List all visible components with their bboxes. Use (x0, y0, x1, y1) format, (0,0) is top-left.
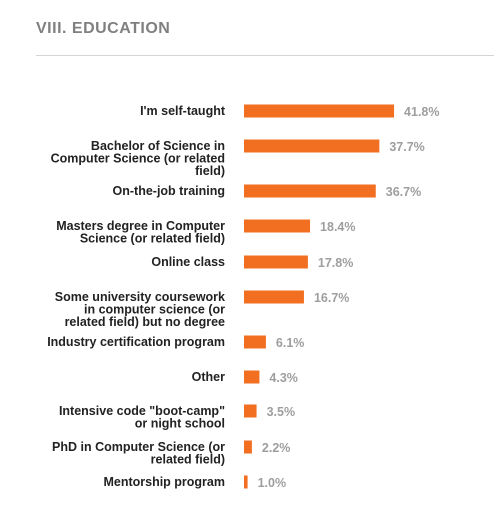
bar-8 (244, 404, 257, 418)
value-label-4: 17.8% (318, 256, 353, 270)
category-label-0: I'm self-taught (140, 104, 226, 118)
value-label-0: 41.8% (404, 105, 439, 119)
category-label-7: Other (192, 370, 225, 384)
value-label-9: 2.2% (262, 441, 291, 455)
bar-3 (244, 219, 311, 233)
bar-1 (244, 139, 380, 153)
bar-0 (244, 104, 395, 118)
category-label-1: Bachelor of Science in Computer Science (… (51, 139, 225, 178)
bar-4 (244, 255, 308, 269)
bar-2 (244, 184, 376, 198)
value-label-8: 3.5% (267, 405, 296, 419)
bar-7 (244, 370, 260, 384)
category-label-8: Intensive code "boot-camp" or night schoo… (59, 404, 225, 431)
bar-10 (244, 475, 248, 489)
value-label-1: 37.7% (389, 140, 424, 154)
category-label-6: Industry certification program (47, 335, 225, 349)
value-label-5: 16.7% (314, 291, 349, 305)
category-label-5: Some university coursework in computer sc… (55, 290, 225, 329)
bar-5 (244, 290, 304, 304)
section-title: VIII. EDUCATION (36, 20, 171, 37)
category-label-4: Online class (151, 255, 225, 269)
value-label-7: 4.3% (269, 371, 298, 385)
bar-6 (244, 335, 266, 349)
category-label-2: On-the-job training (113, 184, 225, 198)
value-label-10: 1.0% (258, 476, 287, 490)
value-label-2: 36.7% (386, 185, 421, 199)
bar-9 (244, 440, 252, 454)
title-divider (36, 55, 494, 56)
category-label-10: Mentorship program (103, 475, 225, 489)
category-label-9: PhD in Computer Science (or related field… (52, 440, 225, 467)
value-label-3: 18.4% (320, 220, 355, 234)
value-label-6: 6.1% (276, 336, 305, 350)
category-label-3: Masters degree in Computer Science (or re… (56, 219, 225, 246)
